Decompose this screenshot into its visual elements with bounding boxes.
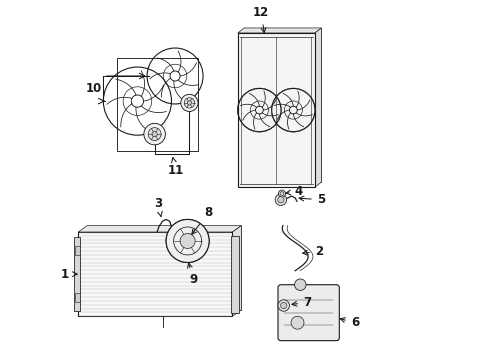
Bar [75, 246, 80, 255]
Text: 5: 5 [299, 193, 325, 206]
Text: 12: 12 [253, 6, 270, 33]
Circle shape [152, 131, 157, 137]
Text: 11: 11 [168, 158, 184, 177]
Circle shape [291, 316, 304, 329]
Bar [238, 33, 315, 187]
Bar [74, 237, 80, 311]
Circle shape [184, 98, 195, 108]
Polygon shape [232, 226, 242, 316]
Text: 10: 10 [86, 82, 102, 95]
Text: 4: 4 [286, 185, 303, 198]
Circle shape [181, 94, 198, 112]
Circle shape [278, 300, 290, 311]
Text: 6: 6 [340, 316, 359, 329]
Bar [78, 232, 232, 316]
Bar [117, 58, 197, 151]
Polygon shape [238, 28, 321, 33]
Ellipse shape [168, 224, 208, 258]
Text: 1: 1 [61, 267, 77, 281]
Circle shape [281, 302, 287, 309]
Text: 3: 3 [154, 198, 162, 216]
Circle shape [166, 220, 209, 262]
Text: 2: 2 [303, 245, 323, 258]
Polygon shape [245, 28, 321, 182]
Circle shape [180, 233, 195, 248]
Bar [231, 235, 239, 313]
Circle shape [166, 220, 209, 262]
Circle shape [278, 190, 286, 197]
Bar [75, 293, 80, 302]
Circle shape [294, 279, 306, 291]
Polygon shape [87, 226, 242, 310]
Circle shape [278, 197, 284, 203]
Text: 8: 8 [192, 206, 213, 234]
Text: 7: 7 [292, 296, 311, 309]
Circle shape [187, 101, 192, 105]
Text: 9: 9 [188, 263, 197, 286]
Circle shape [144, 123, 166, 145]
Circle shape [275, 194, 287, 206]
Polygon shape [315, 28, 321, 187]
Circle shape [280, 192, 284, 195]
FancyBboxPatch shape [278, 285, 339, 341]
Polygon shape [78, 226, 242, 232]
Circle shape [148, 128, 161, 140]
